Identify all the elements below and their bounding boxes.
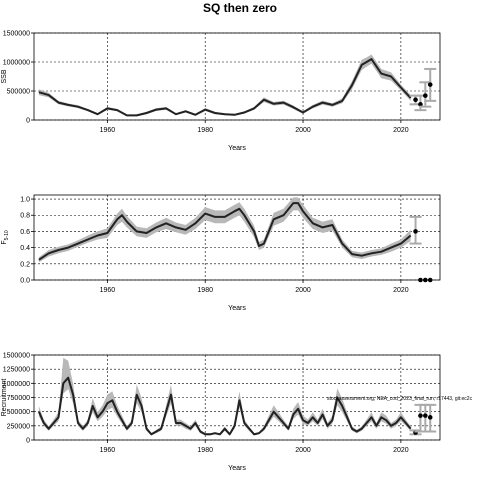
x-tick-label: 1980 [197, 127, 213, 134]
y-tick-label: 1500000 [3, 31, 30, 38]
x-axis-label: Years [228, 465, 246, 472]
y-tick-label: 0.2 [20, 261, 30, 268]
main-title: SQ then zero [203, 1, 277, 15]
y-axis-label-subscript: 5-10 [4, 230, 10, 240]
x-tick-label: 2020 [393, 287, 409, 294]
y-tick-label: 1.0 [20, 197, 30, 204]
x-axis-label: Years [228, 145, 246, 152]
x-tick-label: 2020 [393, 127, 409, 134]
y-tick-label: 1250000 [3, 367, 30, 374]
projection-point [423, 413, 428, 418]
y-tick-label: 0.0 [20, 278, 30, 285]
projection-point [427, 415, 433, 420]
confidence-band [38, 357, 411, 436]
y-tick-label: 0 [26, 118, 30, 125]
estimate-line [38, 202, 412, 261]
projection-point [413, 229, 418, 234]
chart-panel-3: 1960 1980 2000 2020 0 250000 500000 750000 10000… [1, 353, 473, 473]
projection-point [423, 93, 428, 98]
projection-point [418, 102, 423, 107]
y-axis-label: F5-10 [1, 230, 10, 245]
confidence-band [38, 197, 411, 263]
x-tick-label: 1980 [197, 287, 213, 294]
x-tick-label: 2000 [295, 287, 311, 294]
estimate-line [38, 58, 412, 117]
projection-point [413, 97, 418, 102]
estimate-line [37, 376, 412, 436]
y-tick-label: 250000 [7, 423, 30, 430]
y-tick-label: 0 [26, 438, 30, 445]
y-tick-label: 1000000 [3, 60, 30, 67]
y-tick-label: 0.4 [20, 245, 30, 252]
y-axis-label: SSB [1, 69, 8, 83]
y-tick-label: 1500000 [3, 353, 30, 360]
chart-panel-1: 1960 1980 2000 2020 0 500000 1000000 1500000 Yea… [1, 31, 441, 152]
x-tick-label: 1960 [100, 287, 116, 294]
projection-point [418, 413, 423, 418]
y-tick-label: 1000000 [3, 381, 30, 388]
projection-point [427, 82, 433, 87]
y-tick-label: 750000 [7, 395, 30, 402]
x-tick-label: 2000 [295, 127, 311, 134]
x-tick-label: 2000 [295, 447, 311, 454]
confidence-band [38, 54, 411, 117]
chart-panel-2: 1960 1980 2000 2020 0.0 0.2 0.4 0.6 0.8 1.0 Years F… [1, 194, 441, 312]
y-tick-label: 500000 [7, 89, 30, 96]
y-tick-label: 0.8 [20, 213, 30, 220]
plot-frame [33, 194, 441, 281]
y-tick-label: 0.6 [20, 229, 30, 236]
x-tick-label: 2020 [393, 447, 409, 454]
x-axis-label: Years [228, 305, 246, 312]
provenance-note: stockassessment.org, NEA_cod_2023_final_… [327, 396, 473, 402]
x-tick-label: 1960 [100, 127, 116, 134]
y-tick-label: 500000 [7, 409, 30, 416]
x-tick-label: 1980 [197, 447, 213, 454]
plot-frame [33, 32, 441, 121]
x-tick-label: 1960 [100, 447, 116, 454]
y-axis-label: Recruitment [1, 379, 8, 417]
